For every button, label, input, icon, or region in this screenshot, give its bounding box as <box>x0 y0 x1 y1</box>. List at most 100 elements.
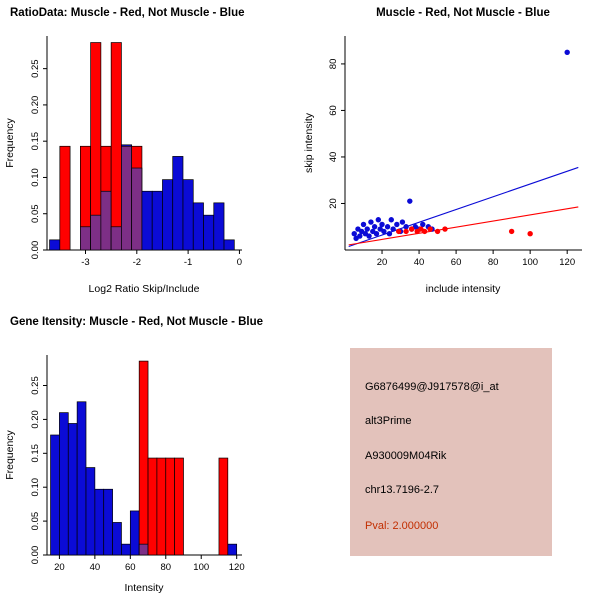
gene-symbol: A930009M04Rik <box>365 450 447 462</box>
y-tick-label: 0.20 <box>30 410 41 429</box>
x-tick-label: -1 <box>184 257 192 268</box>
x-tick-label: 40 <box>414 257 425 268</box>
x-tick-label: 40 <box>90 562 101 573</box>
hist-bar <box>110 42 122 251</box>
trend-line <box>348 206 579 246</box>
data-point <box>395 228 402 235</box>
ratio-histogram-panel: RatioData: Muscle - Red, Not Muscle - Bl… <box>0 0 300 300</box>
y-tick-label: 0.20 <box>30 96 41 115</box>
data-point <box>434 228 441 235</box>
hist-bar <box>151 190 163 251</box>
y-tick-label: 0.25 <box>30 376 41 395</box>
x-tick-label: 120 <box>229 562 245 573</box>
data-point <box>364 226 370 232</box>
data-point <box>360 221 367 228</box>
data-point <box>399 219 406 225</box>
hist-bar <box>213 202 225 251</box>
intensity-scatter-svg: Muscle - Red, Not Muscle - Blue include … <box>303 7 582 295</box>
hist-bar <box>192 202 204 251</box>
y-tick-label: 60 <box>328 105 339 116</box>
y-tick-label: 0.25 <box>30 59 41 78</box>
x-tick-label: 80 <box>160 562 171 573</box>
y-tick-label: 0.10 <box>30 478 41 497</box>
data-point <box>564 49 570 55</box>
data-point <box>403 224 409 230</box>
intensity-scatter-ylabel: skip intensity <box>303 112 315 173</box>
x-tick-label: 0 <box>237 257 242 268</box>
intensity-scatter-title: Muscle - Red, Not Muscle - Blue <box>376 7 550 19</box>
ratio-histogram-xlabel: Log2 Ratio Skip/Include <box>89 283 200 295</box>
ratio-histogram-ylabel: Frequency <box>4 117 16 167</box>
gene-histogram-title: Gene Itensity: Muscle - Red, Not Muscle … <box>10 316 263 328</box>
hist-bar <box>172 156 184 251</box>
hist-bar <box>76 401 87 556</box>
hist-bar <box>165 457 175 556</box>
data-point <box>421 228 428 235</box>
hist-bar <box>162 179 174 251</box>
gene-info-panel: G6876499@J917578@i_at alt3Prime A930009M… <box>300 300 600 600</box>
data-point <box>379 221 385 228</box>
hist-bar <box>156 457 167 556</box>
intensity-scatter-plot-area: 20 40 60 80 100 120 20 40 60 80 <box>328 36 582 268</box>
y-tick-label: 0.15 <box>30 132 41 151</box>
hist-bar <box>129 510 140 556</box>
x-tick-label: 60 <box>451 257 462 268</box>
data-point <box>390 226 396 232</box>
chromosome-location: chr13.7196-2.7 <box>365 484 439 496</box>
data-point <box>427 226 433 232</box>
gene-histogram-ylabel: Frequency <box>4 429 16 479</box>
gene-info-box: G6876499@J917578@i_at alt3Prime A930009M… <box>350 348 552 556</box>
data-point <box>394 221 400 228</box>
intensity-scatter-panel: Muscle - Red, Not Muscle - Blue include … <box>300 0 600 300</box>
hist-bar <box>121 543 131 556</box>
hist-bar <box>203 214 215 251</box>
x-tick-label: 20 <box>54 562 65 573</box>
x-tick-label: 60 <box>125 562 136 573</box>
x-tick-label: 120 <box>559 257 575 268</box>
hist-bar <box>90 214 102 251</box>
y-tick-label: 0.00 <box>30 241 41 260</box>
hist-bar <box>59 145 71 251</box>
ratio-histogram-plot-area: -3 -2 -1 0 0.00 0.05 0.10 0.15 0.20 0.25 <box>30 36 242 268</box>
y-tick-label: 0.05 <box>30 204 41 223</box>
hist-bar <box>103 488 113 556</box>
hist-bar <box>85 467 96 556</box>
hist-bar <box>112 522 122 556</box>
data-point <box>366 233 372 239</box>
x-tick-label: -3 <box>81 257 89 268</box>
hist-bar <box>138 543 149 556</box>
data-point <box>357 233 363 239</box>
hist-bar <box>223 239 235 251</box>
hist-bar <box>218 457 229 556</box>
hist-bar <box>227 543 238 556</box>
hist-bar <box>49 239 61 251</box>
data-point <box>368 219 374 225</box>
hist-bar <box>182 179 194 251</box>
gene-histogram-plot-area: 20 40 60 80 100 120 0.00 0.05 0.10 0.15 0.20 0.25 <box>30 355 245 573</box>
data-point <box>384 224 391 230</box>
y-tick-label: 40 <box>328 152 339 163</box>
hist-bar <box>121 145 133 251</box>
data-point <box>373 231 380 237</box>
y-tick-label: 20 <box>328 198 339 209</box>
hist-bar <box>67 423 78 556</box>
hist-bar <box>147 457 158 556</box>
pval-text: Pval: 2.000000 <box>365 520 439 532</box>
x-tick-label: 20 <box>377 257 388 268</box>
ratio-histogram-svg: RatioData: Muscle - Red, Not Muscle - Bl… <box>4 7 245 295</box>
data-point <box>388 217 394 223</box>
x-tick-label: 80 <box>488 257 499 268</box>
hist-bar <box>59 412 69 556</box>
hist-bar <box>80 226 91 251</box>
data-point <box>375 217 382 223</box>
data-point <box>527 231 533 237</box>
data-point <box>442 226 448 232</box>
hist-bar <box>138 360 149 556</box>
hist-bar <box>100 190 112 251</box>
hist-bar <box>110 226 122 251</box>
hist-bar <box>94 488 105 556</box>
ratio-histogram-title: RatioData: Muscle - Red, Not Muscle - Bl… <box>10 7 245 19</box>
hist-bar <box>141 190 153 251</box>
data-point <box>381 228 387 235</box>
